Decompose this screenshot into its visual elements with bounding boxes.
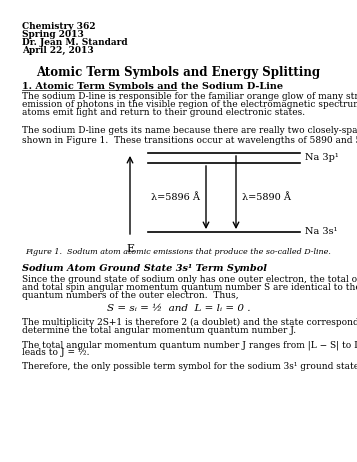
Text: April 22, 2013: April 22, 2013	[22, 46, 94, 55]
Text: emission of photons in the visible region of the electromagnetic spectrum from e: emission of photons in the visible regio…	[22, 100, 357, 109]
Text: Atomic Term Symbols and Energy Splitting: Atomic Term Symbols and Energy Splitting	[36, 66, 321, 79]
Text: The multiplicity 2S+1 is therefore 2 (a doublet) and the state corresponds to a : The multiplicity 2S+1 is therefore 2 (a …	[22, 318, 357, 327]
Text: Figure 1.  Sodium atom atomic emissions that produce the so-called D-line.: Figure 1. Sodium atom atomic emissions t…	[26, 248, 331, 256]
Text: Na 3p¹: Na 3p¹	[305, 153, 339, 163]
Text: The sodium D-line is responsible for the familiar orange glow of many street lig: The sodium D-line is responsible for the…	[22, 92, 357, 101]
Text: S = sᵢ = ½  and  L = lᵢ = 0 .: S = sᵢ = ½ and L = lᵢ = 0 .	[107, 304, 250, 313]
Text: E: E	[126, 244, 134, 254]
Text: quantum numbers of the outer electron.  Thus,: quantum numbers of the outer electron. T…	[22, 291, 238, 300]
Text: 1. Atomic Term Symbols and the Sodium D-Line: 1. Atomic Term Symbols and the Sodium D-…	[22, 82, 283, 91]
Text: Dr. Jean M. Standard: Dr. Jean M. Standard	[22, 38, 127, 47]
Text: leads to J = ½.: leads to J = ½.	[22, 348, 90, 357]
Text: The total angular momentum quantum number J ranges from |L − S| to L + S.  For t: The total angular momentum quantum numbe…	[22, 340, 357, 350]
Text: λ=5896 Å: λ=5896 Å	[151, 193, 200, 202]
Text: Since the ground state of sodium only has one outer electron, the total orbital : Since the ground state of sodium only ha…	[22, 275, 357, 284]
Text: Chemistry 362: Chemistry 362	[22, 22, 96, 31]
Text: shown in Figure 1.  These transitions occur at wavelengths of 5890 and 5896 Å.: shown in Figure 1. These transitions occ…	[22, 134, 357, 145]
Text: and total spin angular momentum quantum number S are identical to the orbital an: and total spin angular momentum quantum …	[22, 283, 357, 292]
Text: determine the total angular momentum quantum number J.: determine the total angular momentum qua…	[22, 326, 296, 335]
Text: Sodium Atom Ground State 3s¹ Term Symbol: Sodium Atom Ground State 3s¹ Term Symbol	[22, 264, 267, 273]
Text: The sodium D-line gets its name because there are really two closely-spaced emis: The sodium D-line gets its name because …	[22, 126, 357, 135]
Text: λ=5890 Å: λ=5890 Å	[242, 193, 291, 202]
Text: atoms emit light and return to their ground electronic states.: atoms emit light and return to their gro…	[22, 108, 305, 117]
Text: Spring 2013: Spring 2013	[22, 30, 84, 39]
Text: Therefore, the only possible term symbol for the sodium 3s¹ ground state is ²S₁₂: Therefore, the only possible term symbol…	[22, 362, 357, 371]
Text: Na 3s¹: Na 3s¹	[305, 227, 337, 237]
